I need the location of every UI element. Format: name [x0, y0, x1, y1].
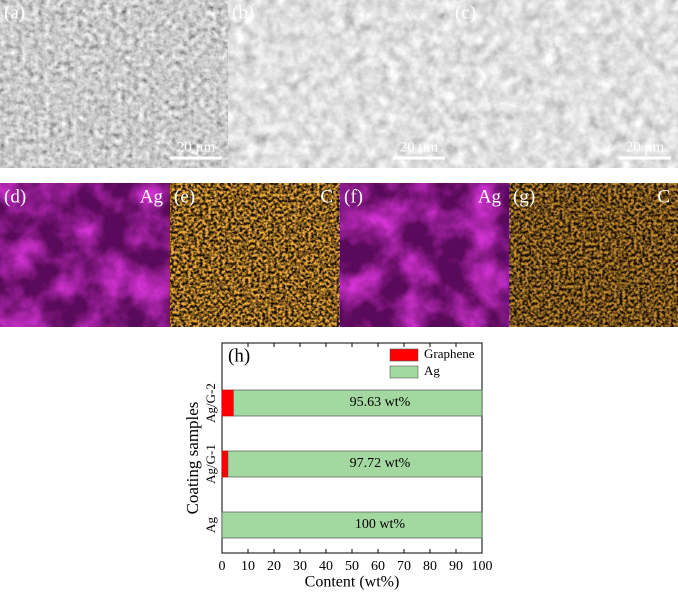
x-tick-label: 100: [472, 559, 493, 574]
bar: [221, 511, 483, 539]
x-tick-label: 70: [397, 559, 411, 574]
value-label: 95.63 wt%: [350, 395, 411, 410]
element-label: C: [320, 186, 333, 207]
y-tick-label: Ag/G-1: [203, 444, 218, 484]
eds-map: [509, 183, 678, 327]
x-tick-label: 40: [319, 559, 333, 574]
sem-image: [0, 0, 228, 168]
x-axis-label: Content (wt%): [305, 574, 400, 591]
value-label: 100 wt%: [355, 517, 406, 532]
x-tick-label: 50: [345, 559, 359, 574]
y-axis-label: Coating samples: [183, 402, 202, 515]
x-tick-label: 0: [219, 559, 226, 574]
legend-swatch: [389, 365, 419, 379]
legend-label: Ag: [424, 363, 440, 378]
panel-label: (c): [455, 2, 476, 23]
bar: [233, 389, 483, 417]
eds-maps: [0, 183, 678, 327]
x-tick-label: 20: [267, 559, 281, 574]
panel-label: (d): [4, 186, 26, 207]
bar: [227, 450, 483, 478]
y-tick-label: Ag: [203, 517, 218, 533]
eds-map: [340, 183, 509, 327]
value-label: 97.72 wt%: [350, 456, 411, 471]
panel-label: (f): [344, 186, 363, 207]
legend-label: Graphene: [424, 346, 475, 361]
eds-map: [170, 183, 340, 327]
scale-bar-label: 20 μm: [177, 139, 216, 155]
bar: [221, 389, 234, 417]
element-label: Ag: [140, 186, 164, 207]
x-tick-label: 10: [241, 559, 255, 574]
x-tick-label: 80: [423, 559, 437, 574]
x-tick-label: 30: [293, 559, 307, 574]
panel-label: (a): [4, 2, 25, 23]
sem-image: [228, 0, 455, 168]
panel-label: (g): [513, 186, 535, 207]
eds-map: [0, 183, 170, 327]
sem-images: [0, 0, 678, 168]
x-tick-label: 60: [371, 559, 385, 574]
y-tick-label: Ag/G-2: [203, 383, 218, 423]
image-labels: (a) (b) (c) 20 μm 20 μm 20 μm (d) Ag (e)…: [4, 2, 671, 207]
bar: [221, 450, 229, 478]
panel-label: (h): [228, 345, 250, 366]
element-label: Ag: [478, 186, 502, 207]
panel-label: (b): [232, 2, 254, 23]
element-label: C: [657, 186, 670, 207]
sem-image: [455, 0, 678, 168]
scale-bar-label: 20 μm: [626, 139, 665, 155]
x-tick-label: 90: [449, 559, 463, 574]
scale-bar-label: 20 μm: [400, 139, 439, 155]
panel-label: (e): [174, 186, 195, 207]
legend-swatch: [389, 348, 419, 362]
